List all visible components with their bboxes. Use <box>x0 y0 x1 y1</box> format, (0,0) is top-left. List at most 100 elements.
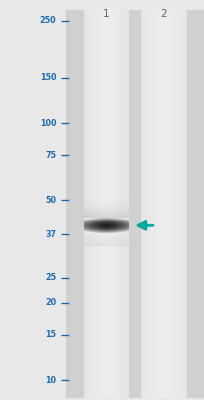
FancyBboxPatch shape <box>101 227 102 228</box>
FancyBboxPatch shape <box>95 218 96 219</box>
FancyBboxPatch shape <box>115 10 116 398</box>
FancyBboxPatch shape <box>91 220 92 221</box>
FancyBboxPatch shape <box>89 228 90 229</box>
FancyBboxPatch shape <box>99 223 100 224</box>
FancyBboxPatch shape <box>119 220 120 221</box>
FancyBboxPatch shape <box>113 223 114 224</box>
FancyBboxPatch shape <box>120 218 121 219</box>
FancyBboxPatch shape <box>99 219 100 220</box>
FancyBboxPatch shape <box>99 221 100 222</box>
FancyBboxPatch shape <box>86 225 87 226</box>
FancyBboxPatch shape <box>102 219 103 220</box>
FancyBboxPatch shape <box>126 226 127 227</box>
FancyBboxPatch shape <box>152 10 153 398</box>
FancyBboxPatch shape <box>93 231 94 232</box>
FancyBboxPatch shape <box>109 224 110 225</box>
FancyBboxPatch shape <box>125 220 126 221</box>
FancyBboxPatch shape <box>96 231 97 232</box>
FancyBboxPatch shape <box>121 222 122 223</box>
FancyBboxPatch shape <box>100 222 101 223</box>
FancyBboxPatch shape <box>108 224 109 225</box>
FancyBboxPatch shape <box>116 218 117 219</box>
FancyBboxPatch shape <box>117 228 118 229</box>
FancyBboxPatch shape <box>121 221 122 222</box>
FancyBboxPatch shape <box>111 223 112 224</box>
FancyBboxPatch shape <box>89 218 90 219</box>
FancyBboxPatch shape <box>96 220 97 221</box>
FancyBboxPatch shape <box>127 226 128 227</box>
FancyBboxPatch shape <box>125 224 126 225</box>
FancyBboxPatch shape <box>103 223 104 224</box>
FancyBboxPatch shape <box>108 220 109 221</box>
FancyBboxPatch shape <box>126 231 127 232</box>
Text: 1: 1 <box>103 9 109 19</box>
FancyBboxPatch shape <box>121 218 122 219</box>
FancyBboxPatch shape <box>104 224 105 225</box>
FancyBboxPatch shape <box>120 222 121 223</box>
FancyBboxPatch shape <box>92 219 93 220</box>
FancyBboxPatch shape <box>126 222 127 223</box>
FancyBboxPatch shape <box>98 10 99 398</box>
FancyBboxPatch shape <box>112 218 113 219</box>
FancyBboxPatch shape <box>107 229 108 230</box>
FancyBboxPatch shape <box>118 218 119 219</box>
FancyBboxPatch shape <box>104 222 105 223</box>
FancyBboxPatch shape <box>84 217 129 218</box>
FancyBboxPatch shape <box>98 231 99 232</box>
FancyBboxPatch shape <box>106 228 107 229</box>
FancyBboxPatch shape <box>107 221 108 222</box>
FancyBboxPatch shape <box>128 225 129 226</box>
FancyBboxPatch shape <box>163 10 164 398</box>
FancyBboxPatch shape <box>126 230 127 231</box>
FancyBboxPatch shape <box>148 10 149 398</box>
FancyBboxPatch shape <box>87 225 88 226</box>
FancyBboxPatch shape <box>119 231 120 232</box>
FancyBboxPatch shape <box>120 225 121 226</box>
FancyBboxPatch shape <box>96 218 97 219</box>
FancyBboxPatch shape <box>98 219 99 220</box>
FancyBboxPatch shape <box>65 10 204 398</box>
FancyBboxPatch shape <box>127 225 128 226</box>
FancyBboxPatch shape <box>84 220 85 221</box>
FancyBboxPatch shape <box>122 223 123 224</box>
FancyBboxPatch shape <box>105 220 106 221</box>
FancyBboxPatch shape <box>119 226 120 227</box>
FancyBboxPatch shape <box>109 220 110 221</box>
FancyBboxPatch shape <box>125 226 126 227</box>
FancyBboxPatch shape <box>91 228 92 229</box>
FancyBboxPatch shape <box>86 226 87 227</box>
FancyBboxPatch shape <box>121 231 122 232</box>
FancyBboxPatch shape <box>107 10 108 398</box>
FancyBboxPatch shape <box>124 219 125 220</box>
FancyBboxPatch shape <box>87 10 88 398</box>
FancyBboxPatch shape <box>111 231 112 232</box>
FancyBboxPatch shape <box>121 230 122 231</box>
FancyBboxPatch shape <box>108 218 109 219</box>
FancyBboxPatch shape <box>116 220 117 221</box>
FancyBboxPatch shape <box>126 223 127 224</box>
FancyBboxPatch shape <box>106 223 107 224</box>
FancyBboxPatch shape <box>106 231 107 232</box>
FancyBboxPatch shape <box>84 207 129 208</box>
FancyBboxPatch shape <box>102 229 103 230</box>
FancyBboxPatch shape <box>85 223 86 224</box>
FancyBboxPatch shape <box>114 10 115 398</box>
FancyBboxPatch shape <box>184 10 185 398</box>
FancyBboxPatch shape <box>128 228 129 229</box>
FancyBboxPatch shape <box>111 10 112 398</box>
FancyBboxPatch shape <box>118 226 119 227</box>
FancyBboxPatch shape <box>95 10 96 398</box>
FancyBboxPatch shape <box>106 218 107 219</box>
FancyBboxPatch shape <box>104 219 105 220</box>
FancyBboxPatch shape <box>109 221 110 222</box>
FancyBboxPatch shape <box>115 219 116 220</box>
FancyBboxPatch shape <box>85 224 86 225</box>
FancyBboxPatch shape <box>125 230 126 231</box>
FancyBboxPatch shape <box>95 224 96 225</box>
FancyBboxPatch shape <box>127 228 128 229</box>
FancyBboxPatch shape <box>104 223 105 224</box>
FancyBboxPatch shape <box>170 10 171 398</box>
FancyBboxPatch shape <box>87 226 88 227</box>
FancyBboxPatch shape <box>119 228 120 229</box>
FancyBboxPatch shape <box>98 225 99 226</box>
